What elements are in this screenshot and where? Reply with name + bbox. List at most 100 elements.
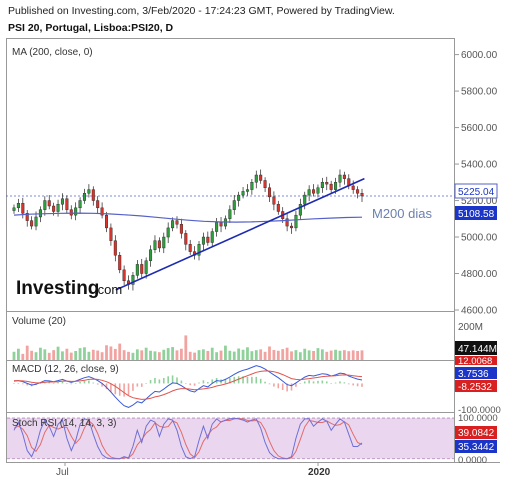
volume-bar — [202, 349, 205, 360]
candle-body — [245, 189, 249, 192]
volume-bar — [113, 348, 117, 360]
macd-histogram-bar — [224, 378, 227, 384]
candle-body — [342, 174, 346, 179]
volume-bar — [131, 352, 135, 360]
volume-bar — [290, 351, 293, 360]
price-gridlines — [455, 54, 459, 311]
last-price-tag — [454, 183, 498, 199]
candle-body — [325, 182, 329, 185]
volume-bar — [188, 351, 192, 360]
volume-bar — [320, 349, 324, 360]
candle-body — [303, 194, 307, 205]
macd-histogram-bar — [202, 380, 205, 384]
macd-histogram-bar — [114, 383, 117, 395]
candle-body — [356, 189, 360, 194]
candle-body — [74, 207, 78, 216]
macd-histogram-bar — [22, 383, 24, 385]
price-tick-label: 5600.00 — [461, 123, 498, 134]
candle-body — [21, 203, 25, 214]
volume-bar — [342, 350, 346, 360]
macd-histogram-bar — [343, 382, 346, 384]
trendline — [115, 177, 365, 291]
macd-histogram-bar — [356, 383, 359, 387]
volume-bar — [175, 350, 179, 360]
macd-value-tag-3 — [455, 380, 497, 392]
ma-value: 5108.58 — [458, 209, 495, 220]
volume-bar — [166, 348, 170, 360]
volume-bar — [52, 350, 56, 360]
macd-label: MACD (12, 26, close, 9) — [12, 364, 119, 375]
macd-histogram-bar — [325, 381, 328, 384]
candle-body — [166, 227, 170, 238]
candle-body — [118, 255, 122, 271]
macd-histogram-bar — [255, 376, 258, 384]
volume-bar — [179, 348, 183, 360]
volume-bar — [162, 349, 166, 360]
candle-body — [96, 200, 100, 209]
volume-bar — [149, 350, 152, 360]
macd-histogram-bar — [57, 382, 59, 384]
candle-body — [34, 216, 38, 227]
candle-body — [47, 200, 51, 207]
macd-histogram-bar — [26, 383, 29, 386]
volume-bar — [47, 352, 51, 360]
candle-body — [263, 180, 267, 188]
macd-histogram-bar — [70, 383, 73, 385]
macd-histogram-bar — [39, 383, 42, 384]
volume-bar — [69, 352, 73, 360]
stoch-d-line — [13, 417, 363, 460]
macd-histogram-bar — [264, 381, 266, 384]
macd-tick-neg100: -100.0000 — [458, 405, 501, 416]
volume-bar — [153, 351, 157, 360]
candle-body — [144, 260, 148, 274]
volume-bars — [12, 335, 364, 360]
volume-bar — [276, 350, 280, 360]
volume-bar — [12, 351, 16, 360]
volume-bar — [316, 348, 320, 360]
macd-histogram-bar — [48, 382, 51, 384]
volume-bar — [105, 345, 108, 360]
candle-body — [87, 189, 91, 194]
published-line: Published on Investing.com, 3/Feb/2020 -… — [8, 5, 395, 17]
candle-body — [250, 182, 254, 190]
macd-histogram-bar — [74, 383, 77, 384]
volume-label: Volume (20) — [12, 316, 66, 327]
macd-histogram-bar — [105, 383, 108, 390]
macd-histogram-bar — [290, 383, 293, 391]
volume-bar — [268, 346, 271, 360]
volume-bar — [347, 351, 351, 360]
candle-body — [65, 198, 69, 210]
volume-bar — [254, 350, 258, 360]
price-tick-label: 5000.00 — [461, 233, 498, 244]
macd-histogram-bar — [207, 382, 209, 384]
macd-histogram-bar — [132, 383, 134, 391]
volume-bar — [312, 350, 315, 360]
candle-body — [228, 209, 232, 219]
candle-body — [351, 185, 355, 190]
candle-body — [259, 174, 263, 181]
candle-body — [179, 224, 183, 234]
stoch-k-line — [13, 417, 363, 460]
candle-body — [215, 222, 219, 232]
macd-histogram-bar — [361, 383, 363, 387]
volume-bar — [30, 350, 34, 360]
macd-histogram-bar — [13, 383, 15, 385]
macd-histogram-bar — [101, 383, 103, 387]
price-tick-label: 6000.00 — [461, 50, 498, 61]
volume-bar — [144, 347, 148, 360]
volume-bar — [157, 352, 161, 360]
macd-histogram-bar — [303, 381, 306, 384]
volume-bar — [360, 350, 364, 360]
candle-body — [135, 264, 139, 276]
macd-histogram-bar — [295, 383, 297, 387]
macd-histogram-bar — [339, 381, 341, 384]
volume-bar — [135, 349, 139, 360]
volume-bar — [140, 350, 144, 360]
macd-value-tag-2 — [455, 367, 497, 379]
volume-bar — [237, 348, 241, 360]
volume-bar — [109, 346, 113, 360]
candle-body — [91, 189, 95, 201]
candle-body — [175, 220, 179, 225]
macd-histogram-bar — [136, 383, 139, 387]
volume-bar — [118, 343, 122, 360]
